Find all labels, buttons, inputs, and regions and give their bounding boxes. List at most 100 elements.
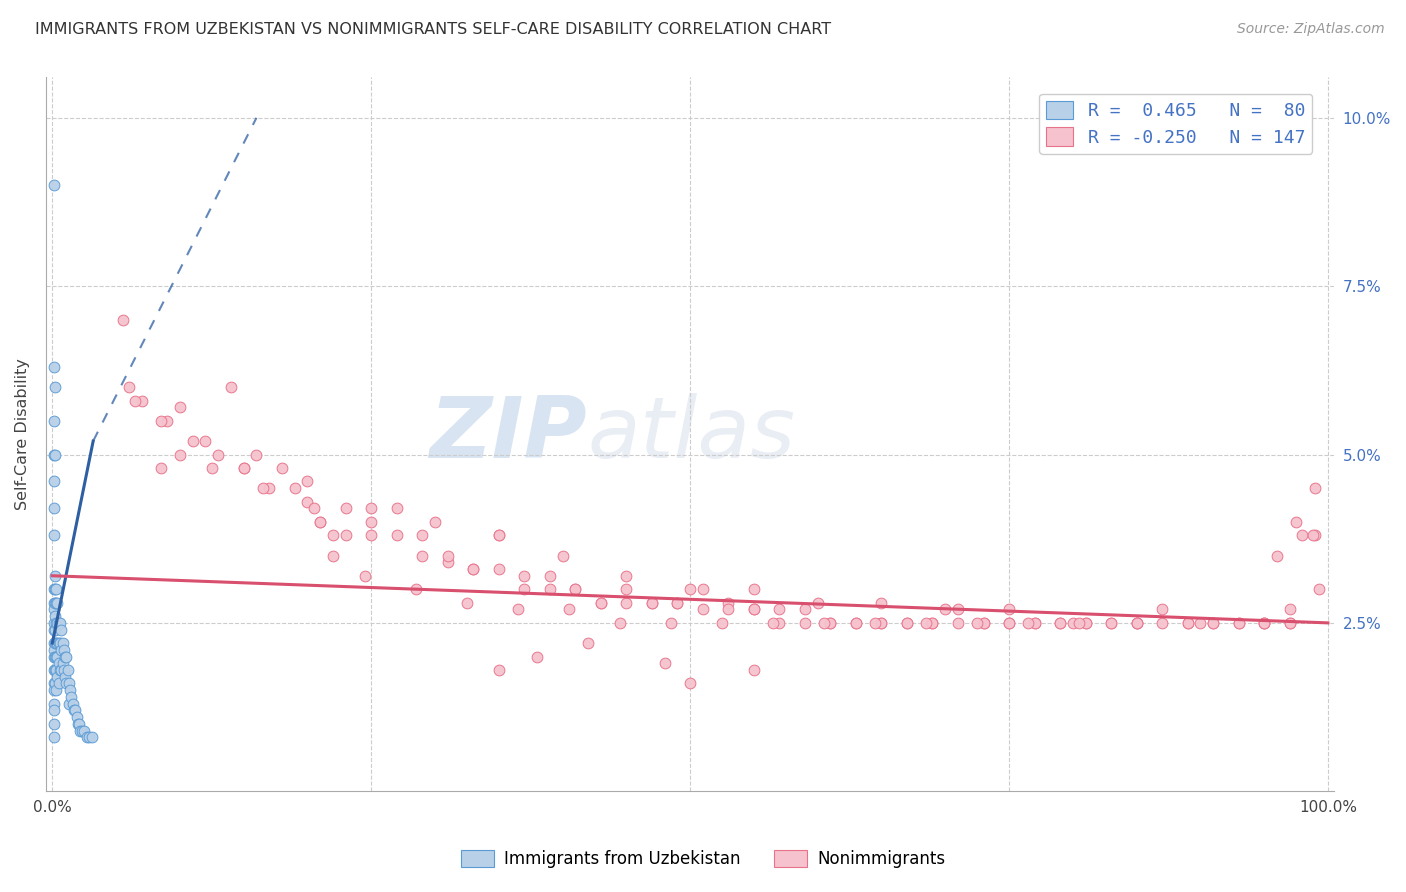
Point <box>1278 602 1301 616</box>
Point <box>42 663 65 677</box>
Point <box>42 615 65 630</box>
Point <box>360 515 382 529</box>
Point <box>1189 615 1212 630</box>
Point <box>870 596 893 610</box>
Point <box>768 615 790 630</box>
Point <box>488 528 510 542</box>
Point <box>52 642 75 657</box>
Point <box>42 602 65 616</box>
Point <box>118 380 141 394</box>
Point <box>423 515 446 529</box>
Point <box>335 528 357 542</box>
Point <box>65 703 87 717</box>
Point <box>42 596 65 610</box>
Point <box>42 501 65 516</box>
Point <box>1253 615 1275 630</box>
Point <box>360 528 382 542</box>
Point <box>488 663 510 677</box>
Point <box>232 461 254 475</box>
Point <box>76 731 98 745</box>
Point <box>1253 615 1275 630</box>
Point <box>845 615 868 630</box>
Point <box>538 568 561 582</box>
Point <box>309 515 332 529</box>
Point <box>42 703 65 717</box>
Point <box>998 602 1021 616</box>
Point <box>1227 615 1250 630</box>
Point <box>60 690 83 704</box>
Point <box>48 676 70 690</box>
Point <box>946 602 969 616</box>
Point <box>42 717 65 731</box>
Point <box>1302 528 1324 542</box>
Point <box>1152 602 1174 616</box>
Point <box>111 313 134 327</box>
Point <box>169 401 191 415</box>
Point <box>614 582 637 597</box>
Point <box>742 582 765 597</box>
Point <box>614 568 637 582</box>
Point <box>666 596 689 610</box>
Point <box>48 657 70 671</box>
Point <box>67 717 90 731</box>
Point <box>1285 515 1308 529</box>
Point <box>52 663 75 677</box>
Point <box>820 615 842 630</box>
Y-axis label: Self-Care Disability: Self-Care Disability <box>15 359 30 510</box>
Point <box>51 636 73 650</box>
Point <box>762 615 785 630</box>
Point <box>201 461 224 475</box>
Point <box>45 683 67 698</box>
Point <box>845 615 868 630</box>
Point <box>207 448 229 462</box>
Point <box>1024 615 1046 630</box>
Point <box>44 380 66 394</box>
Point <box>807 596 830 610</box>
Point <box>405 582 427 597</box>
Point <box>44 568 66 582</box>
Point <box>558 602 581 616</box>
Point <box>45 596 67 610</box>
Point <box>742 602 765 616</box>
Point <box>506 602 529 616</box>
Point <box>1099 615 1122 630</box>
Point <box>49 615 72 630</box>
Point <box>1017 615 1039 630</box>
Point <box>1069 615 1091 630</box>
Point <box>526 649 548 664</box>
Point <box>51 642 73 657</box>
Point <box>966 615 988 630</box>
Point <box>488 528 510 542</box>
Point <box>1278 615 1301 630</box>
Point <box>679 582 702 597</box>
Point <box>62 697 84 711</box>
Point <box>564 582 586 597</box>
Point <box>820 615 842 630</box>
Point <box>124 393 146 408</box>
Point <box>245 448 267 462</box>
Point <box>717 596 740 610</box>
Point <box>271 461 294 475</box>
Point <box>589 596 612 610</box>
Point <box>46 670 69 684</box>
Point <box>45 582 67 597</box>
Point <box>463 562 485 576</box>
Point <box>513 568 536 582</box>
Point <box>1152 615 1174 630</box>
Point <box>1253 615 1275 630</box>
Point <box>614 596 637 610</box>
Point <box>488 562 510 576</box>
Point <box>1074 615 1097 630</box>
Point <box>44 596 66 610</box>
Point <box>1074 615 1097 630</box>
Point <box>717 602 740 616</box>
Point <box>711 615 734 630</box>
Point <box>1291 528 1313 542</box>
Point <box>65 710 87 724</box>
Point <box>998 615 1021 630</box>
Point <box>309 515 332 529</box>
Point <box>48 615 70 630</box>
Point <box>252 481 274 495</box>
Point <box>973 615 995 630</box>
Point <box>609 615 631 630</box>
